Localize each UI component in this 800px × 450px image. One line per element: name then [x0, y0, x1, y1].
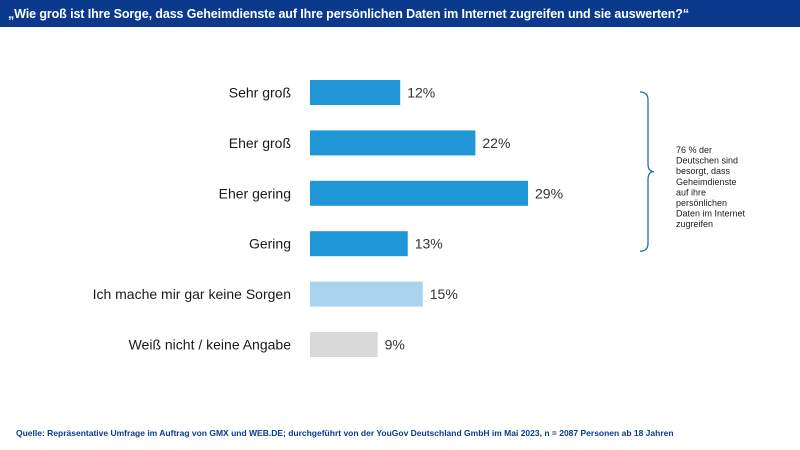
brace	[639, 91, 655, 252]
category-label: Weiß nicht / keine Angabe	[129, 337, 292, 353]
value-label: 13%	[415, 236, 443, 252]
bar	[310, 332, 378, 357]
annotation-line: besorgt, dass	[676, 166, 731, 176]
annotation-line: persönlichen	[676, 198, 727, 208]
annotation-line: 76 % der	[676, 145, 712, 155]
bar	[310, 130, 476, 156]
category-label: Ich mache mir gar keine Sorgen	[93, 286, 291, 302]
bar	[310, 180, 528, 206]
bar	[310, 231, 408, 257]
bar	[310, 281, 423, 307]
value-label: 29%	[535, 185, 563, 201]
title-bar: „Wie groß ist Ihre Sorge, dass Geheimdie…	[0, 0, 800, 27]
category-label: Eher groß	[229, 135, 291, 151]
value-label: 12%	[407, 85, 435, 101]
value-label: 22%	[482, 135, 510, 151]
chart-title: „Wie groß ist Ihre Sorge, dass Geheimdie…	[8, 6, 689, 21]
category-label: Eher gering	[219, 185, 291, 201]
annotation-line: Deutschen sind	[676, 156, 738, 166]
category-label: Gering	[249, 236, 291, 252]
bar	[310, 80, 401, 105]
value-label: 15%	[430, 286, 458, 302]
annotation-line: auf ihre	[676, 187, 706, 197]
annotation-line: Geheimdienste	[676, 177, 737, 187]
annotation-line: zugreifen	[676, 219, 713, 229]
value-label: 9%	[385, 337, 405, 353]
category-label: Sehr groß	[229, 85, 291, 101]
source-note: Quelle: Repräsentative Umfrage im Auftra…	[16, 428, 674, 438]
annotation-line: Daten im Internet	[676, 209, 746, 219]
